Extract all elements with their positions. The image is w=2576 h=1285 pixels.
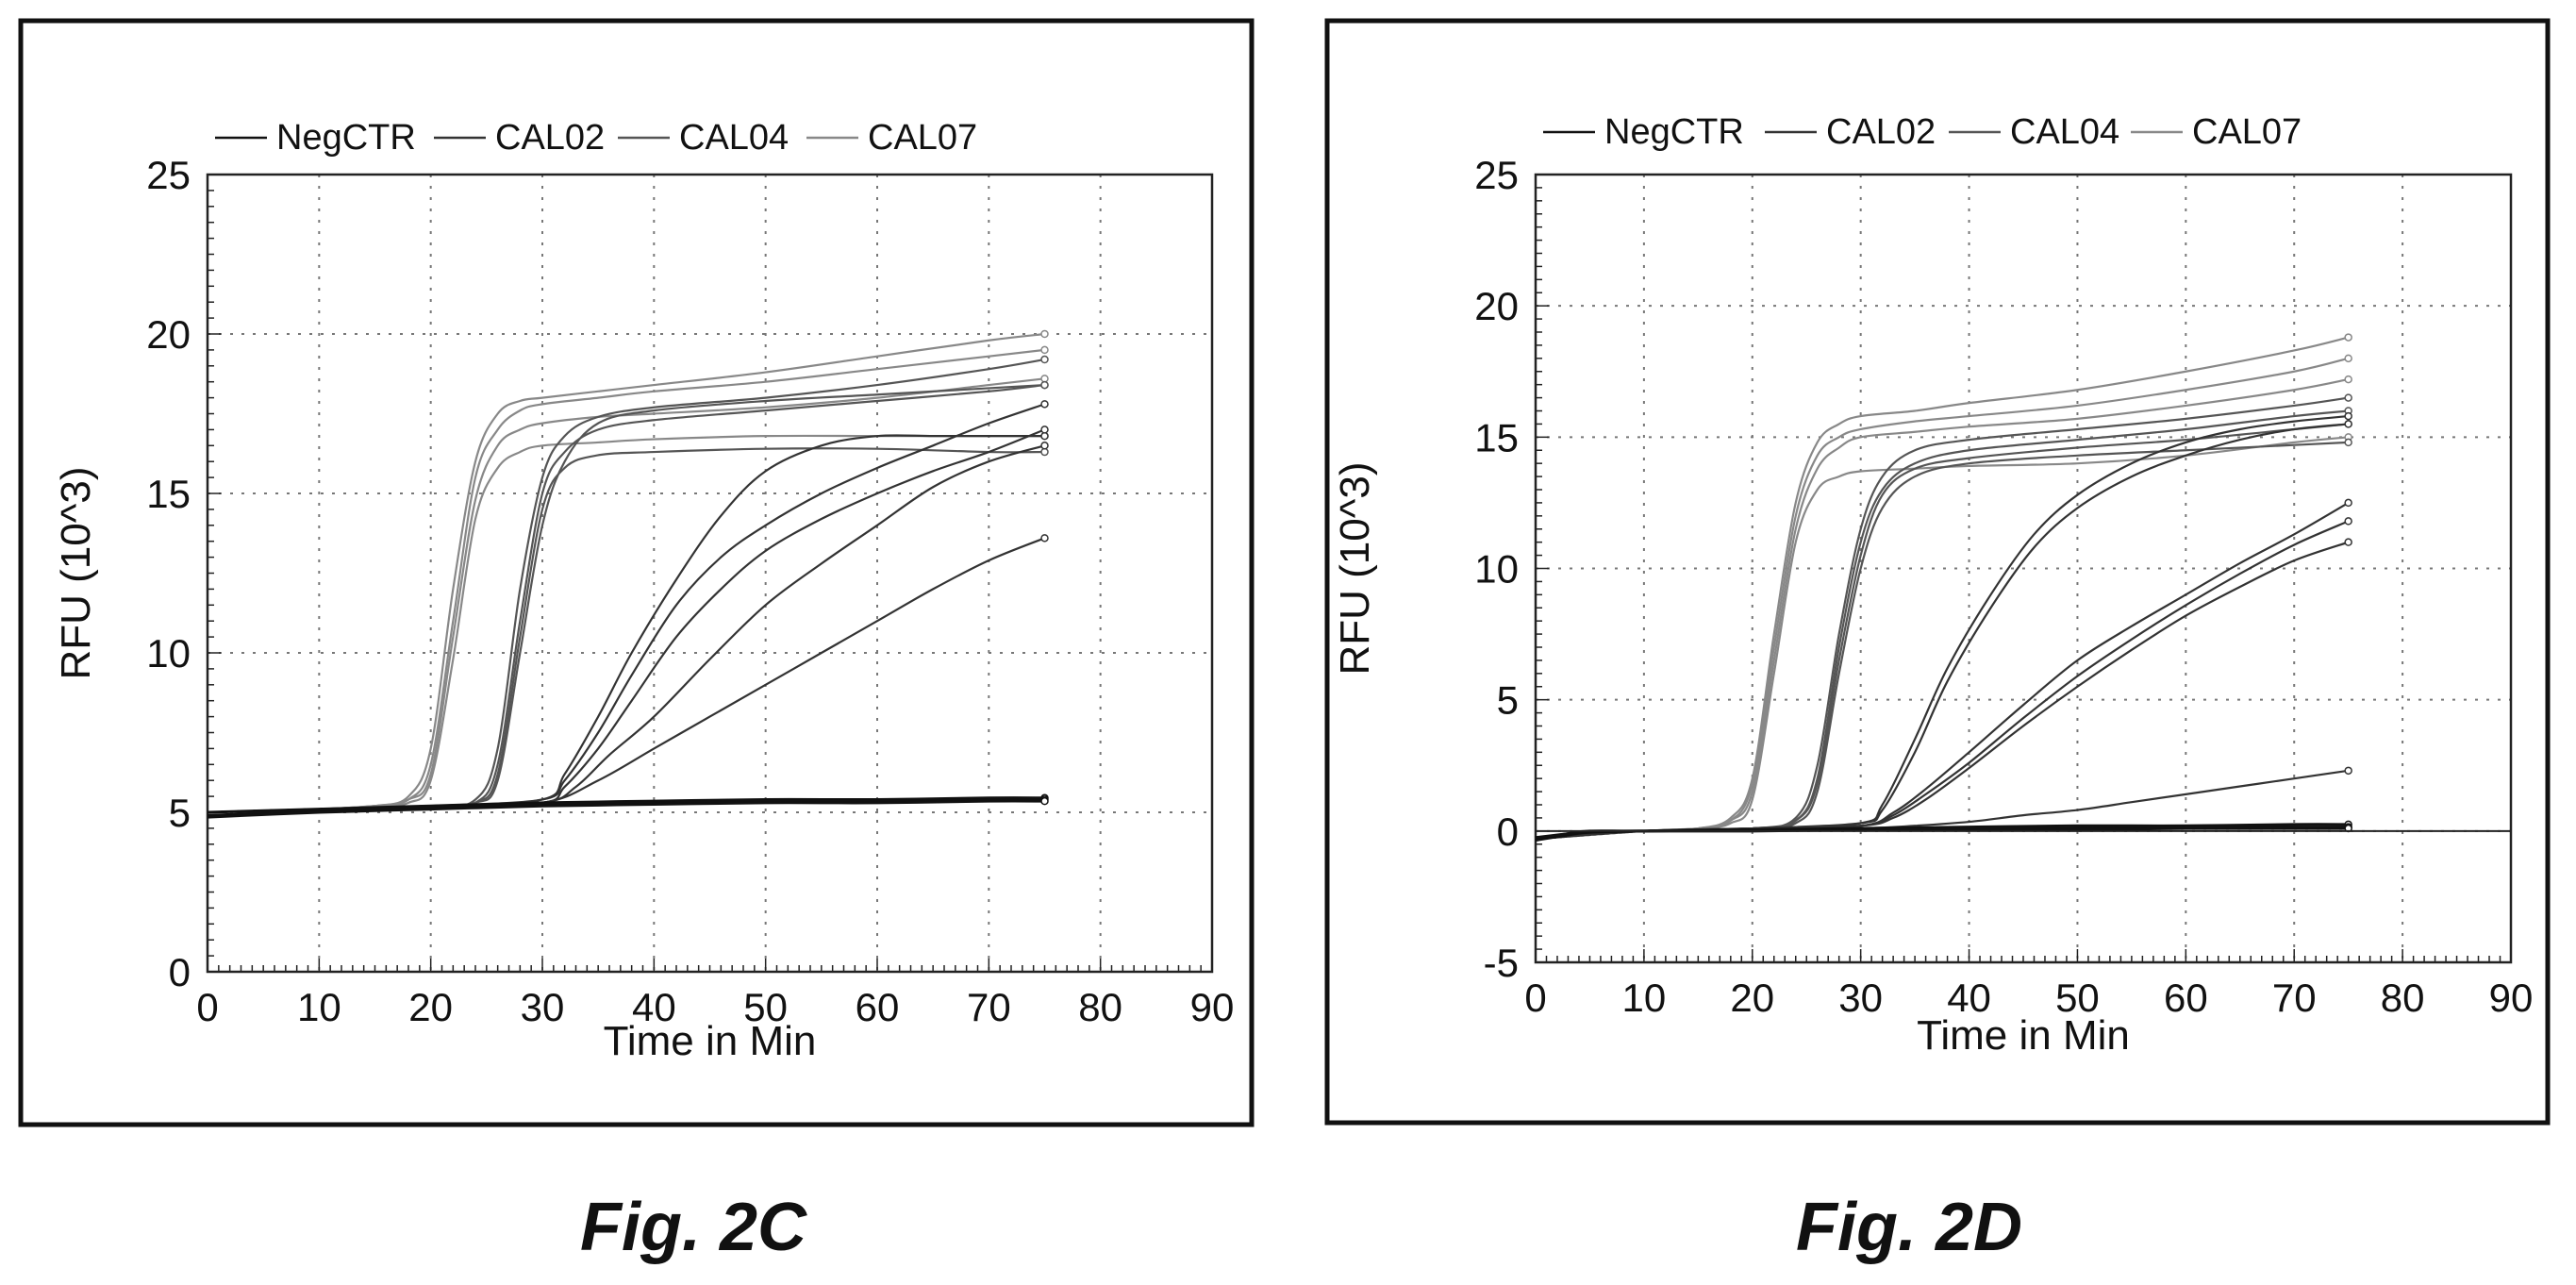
series-end-point xyxy=(1040,345,1049,355)
legend-label: CAL07 xyxy=(2192,112,2302,152)
y-tick-label: -5 xyxy=(1484,941,1519,985)
y-tick-label: 15 xyxy=(1474,415,1519,459)
series-line-cal07 xyxy=(207,377,1045,814)
series-end-point xyxy=(2344,538,2352,546)
series-line-cal07 xyxy=(207,434,1045,814)
y-tick-label: 15 xyxy=(146,472,191,516)
x-tick-label: 0 xyxy=(1524,976,1546,1020)
y-tick-label: 0 xyxy=(169,950,191,994)
legend-label: CAL04 xyxy=(679,118,789,158)
legend-label: CAL02 xyxy=(495,118,605,158)
series-end-point xyxy=(1040,796,1049,806)
series-end-point xyxy=(1040,375,1049,383)
y-tick-label: 10 xyxy=(1474,547,1519,592)
series-end-point xyxy=(2344,393,2352,402)
series-end-point xyxy=(2344,411,2352,421)
series-end-point xyxy=(1040,534,1049,542)
series-end-point xyxy=(1040,329,1049,339)
x-axis-title: Time in Min xyxy=(1917,1012,2130,1059)
series-line-negctr xyxy=(207,796,1045,814)
x-tick-label: 50 xyxy=(2055,976,2100,1020)
series-end-point xyxy=(1040,380,1049,390)
series-end-point xyxy=(1040,400,1049,409)
y-tick-label: 20 xyxy=(146,312,191,357)
legend: NegCTR CAL02 CAL04 CAL07 xyxy=(215,118,977,158)
legend: NegCTR CAL02 CAL04 CAL07 xyxy=(1543,112,2302,152)
legend-label: CAL07 xyxy=(868,118,977,158)
figure-2d-panel: 0 10 20 30 40 50 60 70 80 90 -5 0 5 10 15 20 25 Time in M… xyxy=(1288,0,2576,1285)
y-tick-label: 10 xyxy=(146,631,191,676)
y-tick-label: 25 xyxy=(146,153,191,197)
legend-label: NegCTR xyxy=(1604,112,1744,152)
x-tick-label: 20 xyxy=(408,985,453,1029)
series-end-point xyxy=(1040,355,1049,364)
x-tick-label: 80 xyxy=(2381,976,2425,1020)
series-end-point xyxy=(1040,447,1049,457)
x-tick-label: 10 xyxy=(1622,976,1667,1020)
figure-caption: Fig. 2D xyxy=(1796,1190,2022,1265)
figure-frame xyxy=(1324,18,2551,1126)
series-end-point xyxy=(2344,354,2352,363)
series-end-point xyxy=(2344,420,2352,428)
series-line-negctr xyxy=(207,799,1045,819)
x-tick-label: 30 xyxy=(521,985,565,1029)
figure-frame xyxy=(18,18,1255,1127)
series-group xyxy=(207,329,1049,819)
x-tick-label: 40 xyxy=(1947,976,1991,1020)
series-line-cal07 xyxy=(1535,378,2349,841)
x-tick-label: 90 xyxy=(1190,985,1235,1029)
x-tick-label: 30 xyxy=(1838,976,1883,1020)
y-tick-label: 0 xyxy=(1497,809,1519,854)
series-end-point xyxy=(2344,498,2352,508)
y-tick-label: 20 xyxy=(1474,284,1519,328)
series-end-point xyxy=(2344,375,2352,384)
series-end-point xyxy=(2344,438,2352,447)
series-end-point xyxy=(2344,766,2352,776)
x-axis-title: Time in Min xyxy=(604,1018,817,1064)
x-tick-label: 0 xyxy=(196,985,218,1029)
x-tick-label: 40 xyxy=(632,985,676,1029)
x-tick-label: 70 xyxy=(967,985,1011,1029)
legend-label: CAL02 xyxy=(1826,112,1936,152)
minor-ticks xyxy=(1535,174,2512,963)
series-end-point xyxy=(1040,442,1049,450)
x-tick-label: 60 xyxy=(856,985,900,1029)
y-tick-label: 25 xyxy=(1474,153,1519,197)
series-line-negctr xyxy=(207,797,1045,817)
x-tick-label: 50 xyxy=(743,985,788,1029)
x-tick-label: 70 xyxy=(2272,976,2317,1020)
x-tick-label: 90 xyxy=(2489,976,2534,1020)
x-tick-label: 20 xyxy=(1730,976,1774,1020)
x-tick-label: 80 xyxy=(1078,985,1122,1029)
series-end-point xyxy=(1040,426,1049,434)
x-tick-label: 60 xyxy=(2164,976,2208,1020)
series-end-point xyxy=(2344,333,2352,342)
minor-ticks xyxy=(207,174,1213,973)
figure-2c-panel: 0 10 20 30 40 50 60 70 80 90 0 5 10 15 20 25 Time in Min… xyxy=(18,18,1255,1265)
series-end-point xyxy=(1040,431,1049,441)
y-axis-title: RFU (10^3) xyxy=(53,466,99,679)
gridlines xyxy=(208,175,1212,972)
series-end-point xyxy=(2344,517,2352,526)
y-tick-label: 5 xyxy=(1497,678,1519,723)
y-axis-title: RFU (10^3) xyxy=(1332,461,1378,675)
figure-2c-chart: 0 10 20 30 40 50 60 70 80 90 0 5 10 15 20 25 Time in Min… xyxy=(18,18,1255,1265)
y-tick-label: 5 xyxy=(169,791,191,835)
legend-label: CAL04 xyxy=(2010,112,2119,152)
x-tick-label: 10 xyxy=(297,985,341,1029)
figure-caption: Fig. 2C xyxy=(580,1190,807,1265)
legend-label: NegCTR xyxy=(276,118,416,158)
